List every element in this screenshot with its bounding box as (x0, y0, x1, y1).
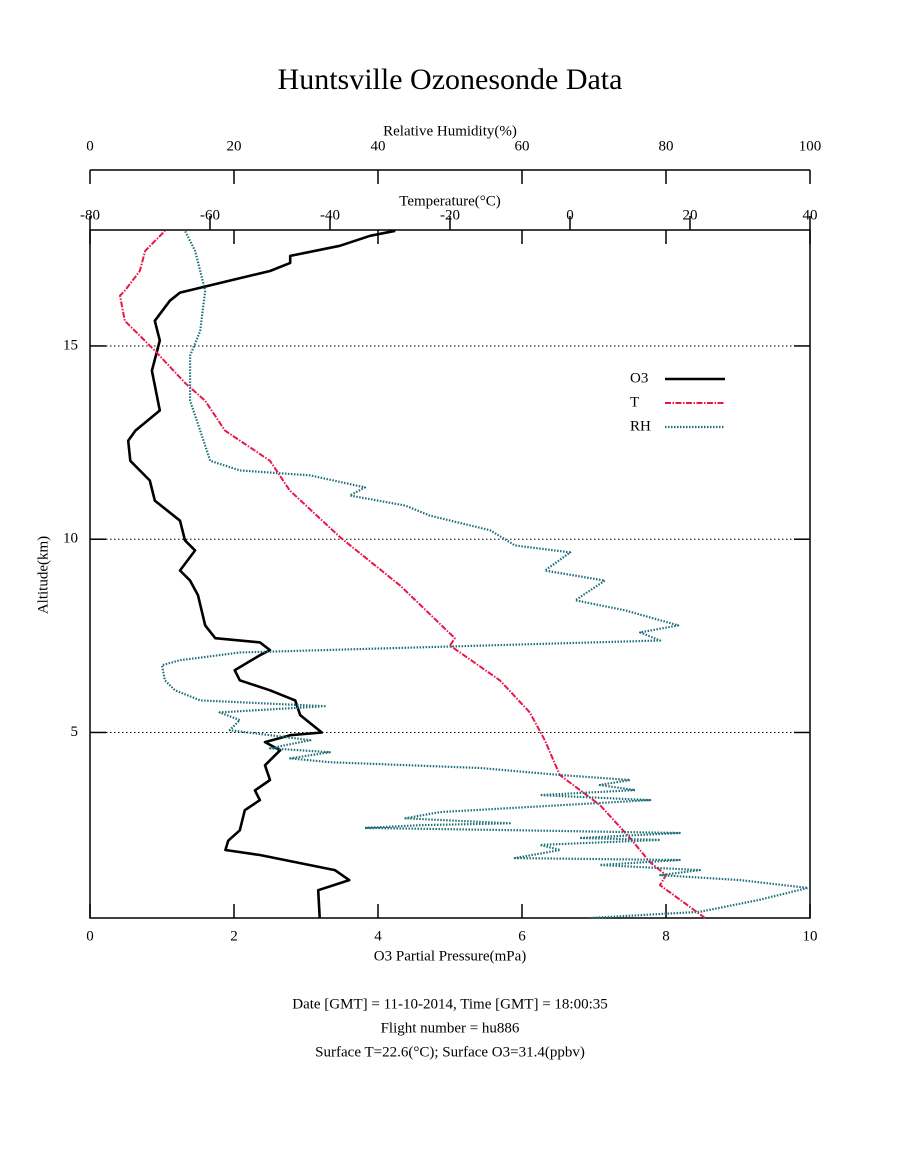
x-tick-label: 0 (566, 207, 574, 223)
footer-line: Flight number = hu886 (381, 1020, 520, 1036)
x-tick-label: 100 (799, 138, 822, 154)
temperature-axis-label: Temperature(°C) (399, 193, 501, 209)
legend-label: T (630, 394, 639, 410)
x-tick-label: -60 (200, 207, 220, 223)
legend-label: O3 (630, 370, 648, 386)
plot-frame (89, 229, 811, 919)
x-tick-label: 40 (371, 138, 386, 154)
x-tick-label: 60 (515, 138, 530, 154)
y-tick-label: 10 (63, 531, 78, 547)
x-tick-label: -20 (440, 207, 460, 223)
series-line (160, 230, 809, 920)
humidity-axis-label: Relative Humidity(%) (383, 123, 517, 139)
series-line (119, 230, 706, 919)
x-tick-label: 8 (662, 928, 670, 944)
x-tick-label: -40 (320, 207, 340, 223)
x-tick-label: -80 (80, 207, 100, 223)
footer-line: Date [GMT] = 11-10-2014, Time [GMT] = 18… (292, 996, 608, 1012)
x-tick-label: 4 (374, 928, 382, 944)
y-axis-label: Altitude(km) (35, 536, 51, 614)
x-tick-label: 0 (86, 928, 94, 944)
y-tick-label: 15 (63, 337, 78, 353)
chart-title: Huntsville Ozonesonde Data (278, 63, 623, 96)
x-tick-label: 20 (227, 138, 242, 154)
series-line (126, 229, 396, 919)
x-axis-label: O3 Partial Pressure(mPa) (374, 948, 526, 964)
x-tick-label: 20 (683, 207, 698, 223)
x-tick-label: 0 (86, 138, 94, 154)
x-tick-label: 6 (518, 928, 526, 944)
x-tick-label: 80 (659, 138, 674, 154)
legend-label: RH (630, 418, 651, 434)
footer-line: Surface T=22.6(°C); Surface O3=31.4(ppbv… (315, 1044, 585, 1060)
y-tick-label: 5 (71, 724, 79, 740)
x-tick-label: 2 (230, 928, 238, 944)
x-tick-label: 40 (803, 207, 818, 223)
x-tick-label: 10 (803, 928, 818, 944)
